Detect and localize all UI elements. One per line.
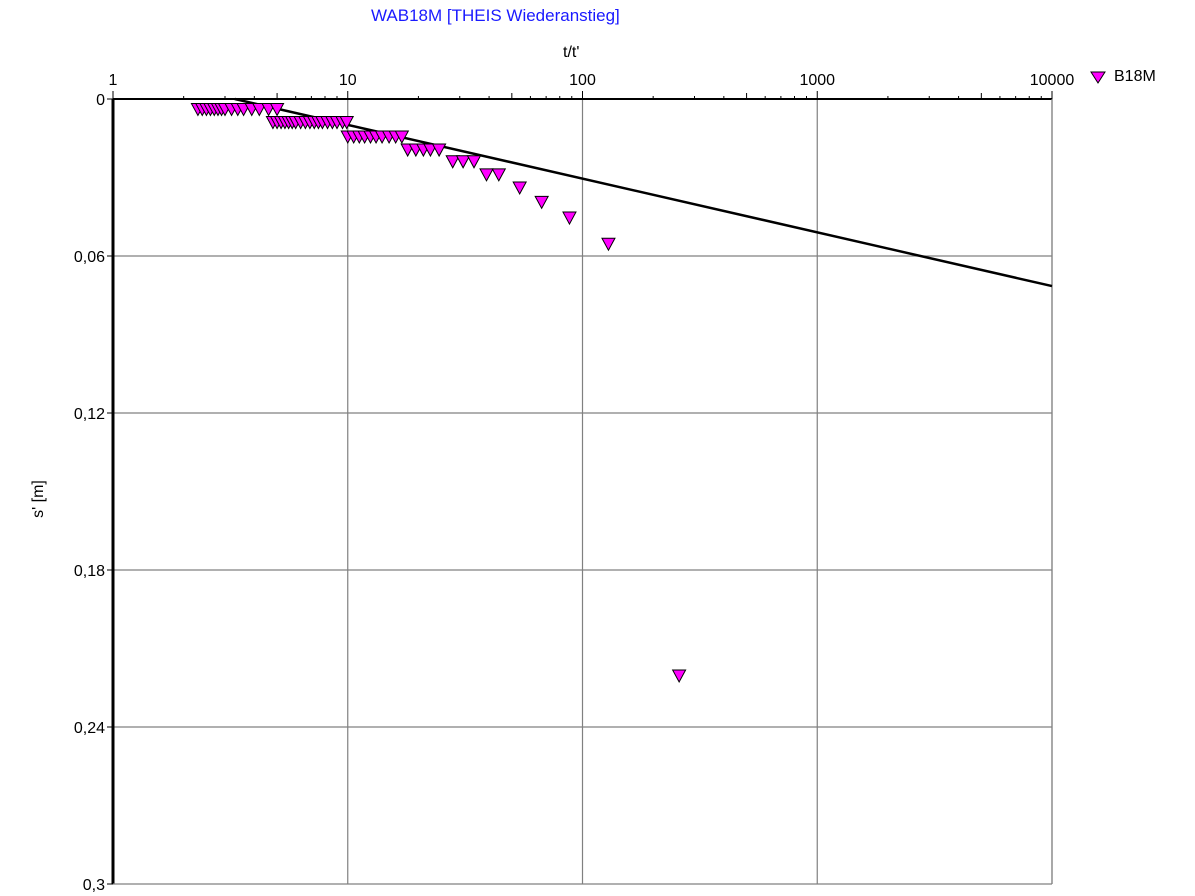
y-tick-label: 0,12 <box>74 406 105 423</box>
data-point-marker <box>431 143 447 158</box>
legend-marker-icon <box>1090 71 1106 84</box>
grid-lines <box>113 99 1053 884</box>
y-axis-label: s' [m] <box>29 480 47 518</box>
chart-title: WAB18M [THEIS Wiederanstieg] <box>371 6 620 25</box>
y-tick-label: 0,06 <box>74 249 105 266</box>
x-minor-ticks <box>112 91 1053 99</box>
data-point-marker <box>512 181 528 196</box>
legend: B18M <box>1090 66 1156 88</box>
data-point-marker <box>269 102 285 117</box>
y-tick-label: 0,3 <box>83 877 105 894</box>
theis-fit-line <box>234 97 1053 288</box>
x-axis-label: t/t' <box>563 44 580 61</box>
data-point-marker <box>251 102 267 117</box>
data-point-marker <box>479 168 494 182</box>
axes <box>107 98 1053 885</box>
data-point-marker <box>445 155 461 169</box>
data-point-marker <box>601 237 616 252</box>
y-tick-label: 0,24 <box>74 720 105 737</box>
x-tick-labels: 1 10 100 1000 10000 <box>109 72 1075 89</box>
data-point-marker <box>466 155 482 169</box>
data-point-marker <box>534 195 550 210</box>
fit-line-group <box>234 97 1053 288</box>
y-tick-label: 0 <box>96 92 105 109</box>
x-tick-label: 10 <box>339 72 357 89</box>
x-tick-label: 1000 <box>799 72 835 89</box>
x-tick-label: 100 <box>569 72 596 89</box>
data-point-marker <box>491 168 507 182</box>
y-tick-labels: 0 0,06 0,12 0,18 0,24 0,3 <box>74 92 105 894</box>
legend-label: B18M <box>1114 68 1156 85</box>
y-tick-label: 0,18 <box>74 563 105 580</box>
data-point-marker <box>455 155 471 169</box>
x-tick-label: 10000 <box>1030 72 1075 89</box>
data-markers <box>190 102 687 684</box>
data-point-marker <box>671 669 687 684</box>
x-tick-label: 1 <box>109 72 118 89</box>
data-point-marker <box>394 130 410 144</box>
data-point-marker <box>562 211 577 226</box>
data-point-marker <box>339 116 355 130</box>
